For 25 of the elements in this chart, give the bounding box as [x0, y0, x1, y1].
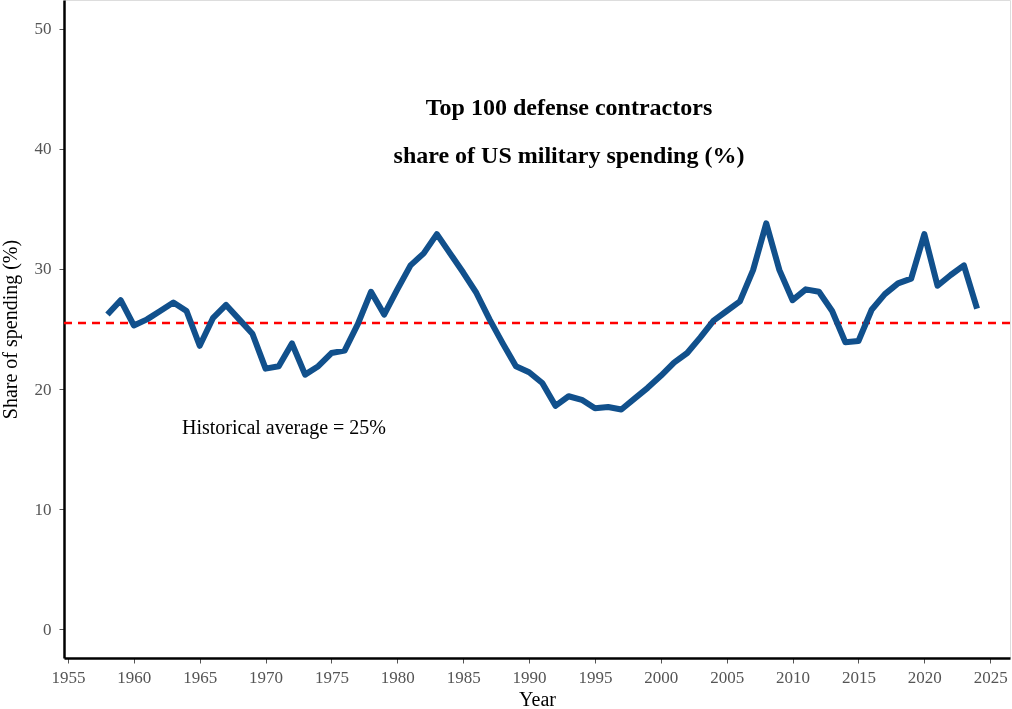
x-tick-label: 1970: [249, 667, 284, 687]
annotation: Historical average = 25%: [182, 416, 386, 439]
y-tick-label: 40: [34, 139, 52, 159]
x-tick-label: 2020: [907, 667, 942, 687]
x-tick-label: 1960: [117, 667, 152, 687]
x-tick-label: 1980: [380, 667, 415, 687]
x-axis-title: Year: [519, 687, 557, 709]
y-axis-title: Share of spending (%): [0, 239, 22, 420]
x-tick-label: 2005: [710, 667, 745, 687]
x-tick-label: 2025: [973, 667, 1008, 687]
y-tick-label: 50: [34, 19, 52, 39]
x-tick-label: 1995: [578, 667, 613, 687]
x-tick-label: 1985: [446, 667, 481, 687]
y-tick-label: 10: [34, 499, 52, 519]
x-tick-label: 1955: [51, 667, 86, 687]
x-tick-label: 2010: [776, 667, 811, 687]
y-tick-label: 0: [43, 619, 52, 639]
x-tick-label: 2000: [644, 667, 679, 687]
x-tick-label: 2015: [841, 667, 876, 687]
y-tick-label: 30: [34, 259, 52, 279]
text: Top 100 defense contractors share of US military spending (%): [393, 94, 745, 168]
x-tick-label: 1990: [512, 667, 547, 687]
y-tick-label: 20: [34, 379, 52, 399]
x-tick-label: 1965: [183, 667, 218, 687]
x-tick-label: 1975: [314, 667, 349, 687]
